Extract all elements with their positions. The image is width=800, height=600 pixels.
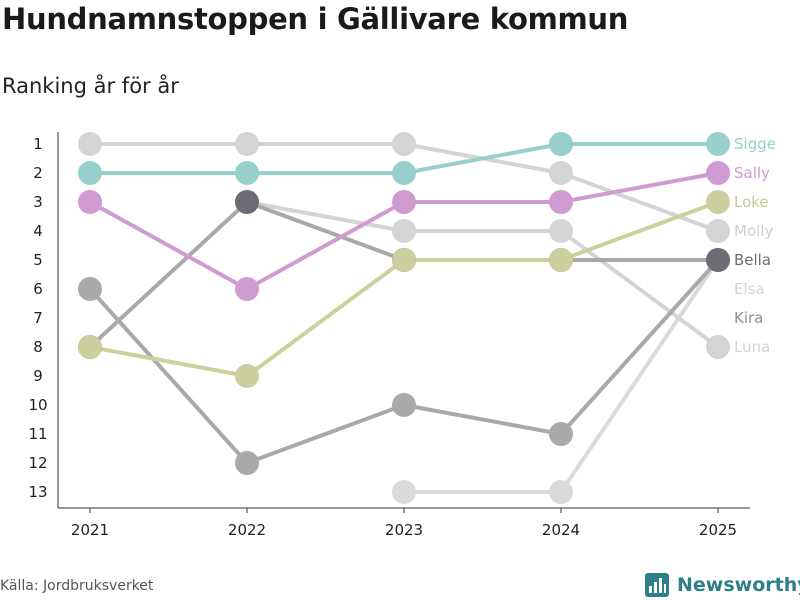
- data-point-molly[interactable]: [78, 132, 102, 156]
- data-point-luna[interactable]: [706, 335, 730, 359]
- series-line-molly: [88, 142, 720, 233]
- y-tick-label: 11: [28, 425, 47, 443]
- data-point-sigge[interactable]: [549, 132, 573, 156]
- x-tick-label: 2025: [699, 521, 737, 539]
- data-point-kira[interactable]: [78, 277, 102, 301]
- series-label-luna: Luna: [734, 338, 770, 356]
- series-line-kira: [88, 258, 720, 465]
- data-point-luna[interactable]: [392, 219, 416, 243]
- data-point-kira[interactable]: [392, 393, 416, 417]
- x-tick-label: 2022: [228, 521, 266, 539]
- x-tick-label: 2024: [542, 521, 580, 539]
- data-point-sally[interactable]: [78, 190, 102, 214]
- series-label-loke: Loke: [734, 193, 769, 211]
- series-label-sally: Sally: [734, 164, 770, 182]
- series-end-labels: Sigge Sally Loke Molly Bella Elsa Kira Luna: [734, 135, 776, 356]
- data-point-elsa[interactable]: [392, 480, 416, 504]
- data-point-molly[interactable]: [706, 219, 730, 243]
- data-point-loke[interactable]: [235, 364, 259, 388]
- data-point-sally[interactable]: [549, 190, 573, 214]
- data-point-loke[interactable]: [392, 248, 416, 272]
- data-point-molly[interactable]: [235, 132, 259, 156]
- y-tick-label: 6: [33, 280, 43, 298]
- chart-title: Hundnamnstoppen i Gällivare kommun: [2, 2, 629, 36]
- data-point-luna[interactable]: [549, 219, 573, 243]
- data-point-sigge[interactable]: [235, 161, 259, 185]
- y-tick-label: 5: [33, 251, 43, 269]
- data-point-loke[interactable]: [549, 248, 573, 272]
- brand-logo[interactable]: Newsworthy: [645, 570, 800, 600]
- data-point-molly[interactable]: [392, 132, 416, 156]
- data-point-kira[interactable]: [235, 451, 259, 475]
- y-tick-label: 9: [33, 367, 43, 385]
- x-tick-label: 2021: [71, 521, 109, 539]
- y-tick-label: 1: [33, 135, 43, 153]
- x-tick-label: 2023: [385, 521, 423, 539]
- series-label-kira: Kira: [734, 309, 763, 327]
- data-point-kira[interactable]: [549, 422, 573, 446]
- y-tick-label: 2: [33, 164, 43, 182]
- data-point-bella[interactable]: [706, 248, 730, 272]
- data-point-sigge[interactable]: [78, 161, 102, 185]
- newsworthy-logo-icon: [645, 573, 669, 597]
- y-tick-label: 12: [28, 454, 47, 472]
- series-label-bella: Bella: [734, 251, 771, 269]
- y-tick-label: 10: [28, 396, 47, 414]
- series-line-luna: [245, 200, 720, 349]
- data-point-bella[interactable]: [235, 190, 259, 214]
- data-point-elsa[interactable]: [549, 480, 573, 504]
- data-point-sally[interactable]: [235, 277, 259, 301]
- source-note: Källa: Jordbruksverket: [0, 578, 154, 594]
- series-label-sigge: Sigge: [734, 135, 776, 153]
- data-point-sigge[interactable]: [706, 132, 730, 156]
- chart-subtitle: Ranking år för år: [2, 74, 179, 98]
- data-point-molly[interactable]: [549, 161, 573, 185]
- data-point-loke[interactable]: [78, 335, 102, 359]
- series-label-molly: Molly: [734, 222, 773, 240]
- series-points: [78, 132, 730, 504]
- series-label-elsa: Elsa: [734, 280, 765, 298]
- y-tick-label: 7: [33, 309, 43, 327]
- y-tick-label: 4: [33, 222, 43, 240]
- data-point-loke[interactable]: [706, 190, 730, 214]
- series-line-elsa: [402, 258, 720, 494]
- y-tick-label: 8: [33, 338, 43, 356]
- brand-name: Newsworthy: [677, 574, 800, 596]
- data-point-sally[interactable]: [392, 190, 416, 214]
- data-point-sigge[interactable]: [392, 161, 416, 185]
- y-tick-label: 13: [28, 483, 47, 501]
- y-tick-label: 3: [33, 193, 43, 211]
- data-point-sally[interactable]: [706, 161, 730, 185]
